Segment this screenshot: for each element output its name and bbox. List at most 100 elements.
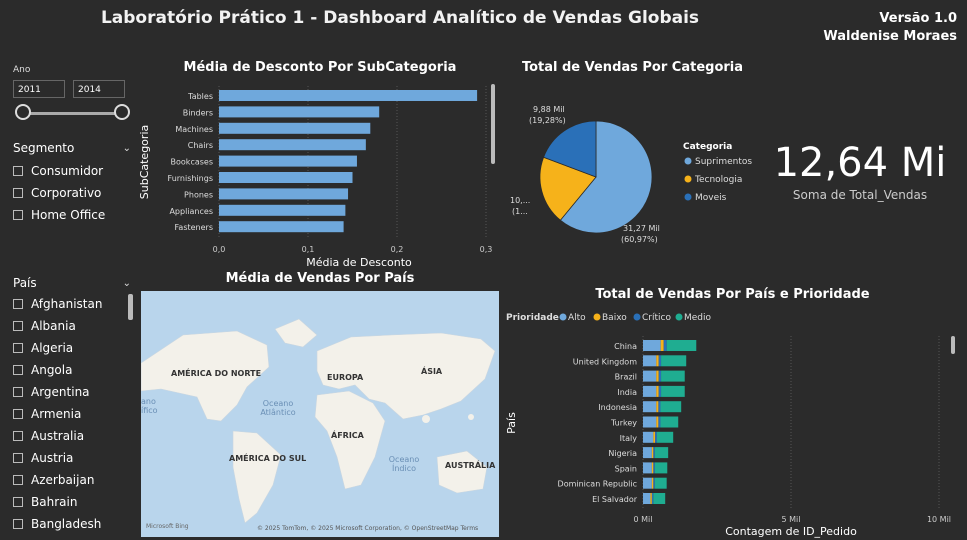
stacked-bar-segment[interactable]	[658, 401, 661, 413]
country-item[interactable]: Bahrain	[13, 491, 131, 513]
stacked-bar-segment[interactable]	[651, 493, 654, 504]
stacked-legend-item[interactable]: Alto	[568, 313, 586, 323]
segment-item[interactable]: Home Office	[13, 204, 131, 226]
stacked-bar-segment[interactable]	[643, 462, 652, 474]
checkbox-icon[interactable]	[13, 210, 23, 220]
stacked-bar-segment[interactable]	[653, 462, 655, 474]
pie-legend-item[interactable]: Tecnologia	[694, 175, 742, 185]
checkbox-icon[interactable]	[13, 475, 23, 485]
pie-slice[interactable]	[539, 156, 597, 221]
stacked-bar-segment[interactable]	[663, 340, 667, 351]
stacked-bar-segment[interactable]	[656, 370, 659, 382]
discount-bar[interactable]	[219, 90, 478, 101]
segment-item[interactable]: Consumidor	[13, 160, 131, 182]
discount-bar[interactable]	[219, 139, 366, 151]
stacked-bar-segment[interactable]	[654, 462, 668, 474]
chevron-down-icon[interactable]: ⌄	[122, 277, 131, 289]
checkbox-icon[interactable]	[13, 299, 23, 309]
stacked-bar-segment[interactable]	[643, 447, 652, 459]
country-item[interactable]: Australia	[13, 425, 131, 447]
stacked-bar-segment[interactable]	[661, 355, 687, 367]
stacked-bar-segment[interactable]	[658, 370, 662, 382]
checkbox-icon[interactable]	[13, 343, 23, 353]
stacked-bar-segment[interactable]	[643, 401, 657, 413]
discount-bar[interactable]	[219, 155, 357, 167]
stacked-bar-segment[interactable]	[643, 477, 652, 489]
stacked-bar-segment[interactable]	[653, 493, 666, 504]
segment-item[interactable]: Corporativo	[13, 182, 131, 204]
country-scrollbar[interactable]	[128, 294, 133, 320]
stacked-bar-segment[interactable]	[654, 477, 667, 489]
stacked-bar-segment[interactable]	[650, 493, 652, 504]
stacked-bar-segment[interactable]	[651, 462, 654, 474]
checkbox-icon[interactable]	[13, 431, 23, 441]
discount-chart-scrollbar[interactable]	[491, 84, 495, 164]
country-item[interactable]: Bangladesh	[13, 513, 131, 535]
chevron-down-icon[interactable]: ⌄	[122, 142, 131, 154]
pie-slice[interactable]	[543, 120, 597, 178]
stacked-bar-segment[interactable]	[643, 370, 657, 382]
stacked-bar-segment[interactable]	[660, 416, 679, 428]
discount-bar[interactable]	[219, 204, 346, 216]
country-item[interactable]: Austria	[13, 447, 131, 469]
pie-slice[interactable]	[559, 120, 653, 234]
stacked-bar-segment[interactable]	[643, 340, 661, 351]
checkbox-icon[interactable]	[13, 365, 23, 375]
stacked-bar-segment[interactable]	[651, 447, 654, 459]
checkbox-icon[interactable]	[13, 188, 23, 198]
stacked-bar-segment[interactable]	[653, 477, 655, 489]
stacked-legend-item[interactable]: Crítico	[642, 313, 671, 323]
year-slider-end-handle[interactable]	[114, 104, 130, 120]
stacked-bar-segment[interactable]	[661, 370, 685, 382]
stacked-bar-segment[interactable]	[643, 493, 651, 504]
stacked-legend-item[interactable]: Baixo	[602, 313, 627, 323]
discount-bar[interactable]	[219, 221, 344, 233]
country-item[interactable]: Azerbaijan	[13, 469, 131, 491]
country-item[interactable]: Albania	[13, 315, 131, 337]
checkbox-icon[interactable]	[13, 497, 23, 507]
checkbox-icon[interactable]	[13, 519, 23, 529]
checkbox-icon[interactable]	[13, 321, 23, 331]
stacked-bar-segment[interactable]	[660, 401, 682, 413]
stacked-bar-segment[interactable]	[656, 385, 659, 397]
pie-legend-item[interactable]: Suprimentos	[695, 157, 752, 167]
stacked-bar-segment[interactable]	[643, 416, 657, 428]
pie-legend-item[interactable]: Moveis	[695, 193, 727, 203]
stacked-chart-scrollbar[interactable]	[951, 336, 955, 354]
stacked-bar-segment[interactable]	[643, 385, 657, 397]
stacked-bar-segment[interactable]	[656, 401, 659, 413]
discount-bar[interactable]	[219, 188, 349, 200]
checkbox-icon[interactable]	[13, 166, 23, 176]
stacked-bar-segment[interactable]	[658, 385, 662, 397]
year-slider-track[interactable]	[24, 112, 122, 115]
segment-slicer-header[interactable]: Segmento ⌄	[13, 140, 131, 156]
stacked-bar-segment[interactable]	[656, 355, 659, 367]
stacked-bar-segment[interactable]	[658, 355, 662, 367]
stacked-bar-segment[interactable]	[658, 416, 661, 428]
map-copyright[interactable]: © 2025 TomTom, © 2025 Microsoft Corporat…	[257, 525, 479, 532]
year-start-input[interactable]: 2011	[13, 80, 65, 98]
stacked-bar-segment[interactable]	[653, 447, 655, 459]
stacked-bar-segment[interactable]	[643, 431, 654, 443]
stacked-bar-segment[interactable]	[656, 431, 674, 443]
country-item[interactable]: Armenia	[13, 403, 131, 425]
country-item[interactable]: Afghanistan	[13, 293, 131, 315]
checkbox-icon[interactable]	[13, 387, 23, 397]
discount-bar[interactable]	[219, 172, 353, 183]
checkbox-icon[interactable]	[13, 453, 23, 463]
stacked-bar-segment[interactable]	[653, 431, 656, 443]
stacked-bar-segment[interactable]	[661, 385, 685, 397]
stacked-bar-segment[interactable]	[656, 416, 659, 428]
stacked-bar-segment[interactable]	[666, 340, 697, 351]
stacked-legend-item[interactable]: Medio	[684, 313, 712, 323]
checkbox-icon[interactable]	[13, 409, 23, 419]
stacked-bar-segment[interactable]	[651, 477, 654, 489]
discount-bar[interactable]	[219, 106, 380, 118]
stacked-bar-segment[interactable]	[654, 447, 669, 459]
stacked-bar-segment[interactable]	[655, 431, 657, 443]
discount-bar[interactable]	[219, 122, 371, 134]
country-item[interactable]: Angola	[13, 359, 131, 381]
sales-map[interactable]: AMÉRICA DO NORTE EUROPA ÁSIA ÁFRICA AMÉR…	[141, 291, 499, 537]
year-slider-start-handle[interactable]	[15, 104, 31, 120]
year-end-input[interactable]: 2014	[73, 80, 125, 98]
